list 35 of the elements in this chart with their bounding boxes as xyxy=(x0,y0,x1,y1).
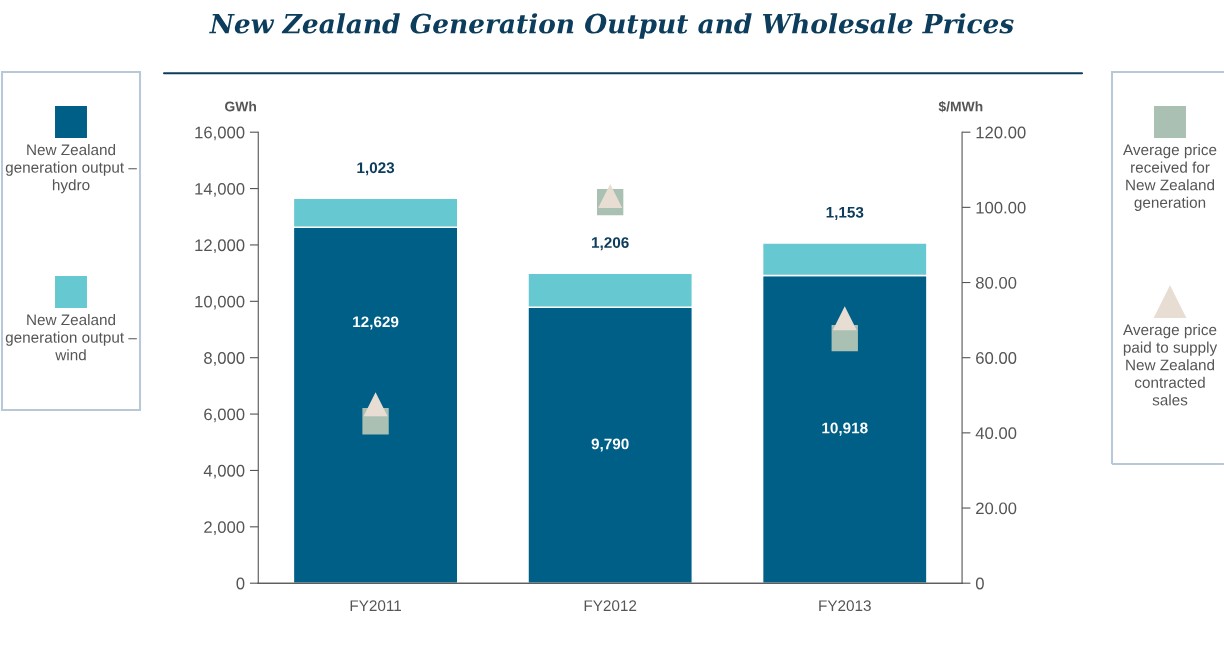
y2-tick-label: 40.00 xyxy=(975,427,1017,440)
y2-tick-label: 60.00 xyxy=(976,352,1017,364)
data-label: 1,206 xyxy=(592,237,629,251)
y2-tick-label: 100.00 xyxy=(976,201,1026,214)
legend-label: New Zealand generation output – hydro xyxy=(5,144,137,194)
y2-tick-label: 0 xyxy=(975,577,984,590)
y2-tick-label: 80.00 xyxy=(975,276,1017,289)
y-tick-label: 2,000 xyxy=(204,521,245,535)
legend-label: Average price paid to supply New Zealand contracted sales xyxy=(1123,324,1218,406)
y-tick-label: 8,000 xyxy=(204,352,245,366)
data-label: 1,023 xyxy=(357,162,395,176)
x-tick-label: FY2011 xyxy=(350,600,402,612)
y2-axis-title: $/MWh xyxy=(938,100,983,113)
y-tick-label: 6,000 xyxy=(204,408,245,423)
y-tick-label: 10,000 xyxy=(195,295,245,310)
point xyxy=(832,306,857,331)
legend-label: New Zealand generation output – wind xyxy=(5,314,137,361)
y-tick-label: 16,000 xyxy=(195,126,245,141)
y2-tick-label: 120.00 xyxy=(976,126,1026,139)
y-axis-title: GWh xyxy=(225,101,256,112)
y-tick-label: 14,000 xyxy=(195,182,245,197)
data-label: 12,629 xyxy=(353,316,399,330)
data-label: 9,790 xyxy=(591,438,629,452)
data-label: 10,918 xyxy=(822,422,868,436)
y2-tick-label: 20.00 xyxy=(976,502,1017,515)
legend-label: Average price received for New Zealand generation xyxy=(1123,144,1217,211)
y-tick-label: 0 xyxy=(236,577,245,590)
y-tick-label: 12,000 xyxy=(195,239,245,254)
x-tick-label: FY2013 xyxy=(819,600,871,612)
point xyxy=(363,392,388,417)
chart-title: New Zealand Generation Output and Wholesale Prices xyxy=(209,13,1014,39)
point xyxy=(598,184,623,209)
data-label: 1,153 xyxy=(826,206,864,220)
x-tick-label: FY2012 xyxy=(584,600,637,612)
y-tick-label: 4,000 xyxy=(203,464,245,479)
